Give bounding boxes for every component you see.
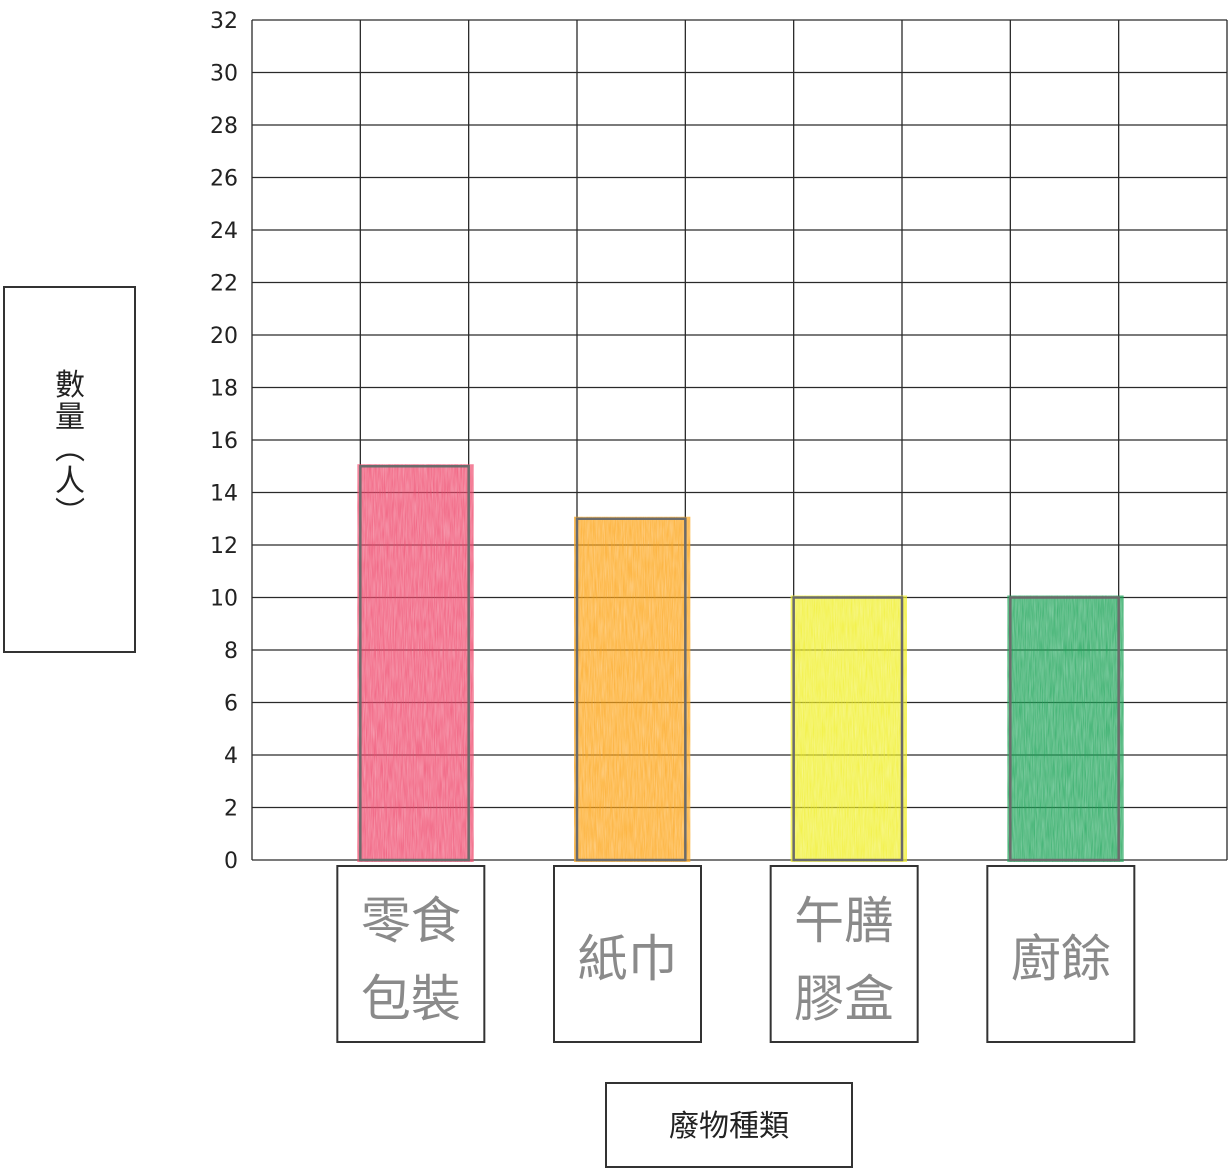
y-tick-label: 28: [210, 114, 238, 139]
y-tick-label: 4: [224, 744, 238, 769]
bar: [574, 516, 691, 862]
category-label: 廚餘: [1011, 930, 1111, 988]
bar-outline: [359, 465, 470, 862]
y-axis-label: 數量︵人︶: [55, 368, 85, 531]
y-tick-label: 22: [210, 272, 238, 297]
y-tick-label: 2: [224, 797, 238, 822]
category-box: [769, 865, 919, 1043]
category-label: 包裝: [361, 970, 461, 1028]
category-label: 膠盒: [794, 970, 894, 1028]
y-tick-label: 10: [210, 587, 238, 612]
category-label: 零食: [361, 892, 461, 950]
y-tick-label: 18: [210, 377, 238, 402]
y-tick-label: 30: [210, 62, 238, 87]
y-tick-label: 0: [224, 849, 238, 874]
category-label: 紙巾: [578, 930, 678, 988]
y-tick-label: 32: [210, 9, 238, 34]
bars: [357, 464, 1124, 862]
bar-outline: [792, 596, 904, 862]
y-tick-label: 20: [210, 324, 238, 349]
y-tick-label: 6: [224, 692, 238, 717]
y-tick-label: 14: [210, 482, 238, 507]
y-tick-label: 12: [210, 534, 238, 559]
y-tick-label: 26: [210, 167, 238, 192]
bar: [790, 595, 907, 862]
category-box: [553, 865, 702, 1043]
y-tick-label: 16: [210, 429, 238, 454]
x-axis-label-box: 廢物種類: [605, 1082, 853, 1168]
bar: [357, 464, 474, 862]
category-box: [336, 865, 486, 1043]
y-axis-label-box: 數量︵人︶: [3, 286, 136, 653]
x-axis-label: 廢物種類: [669, 1109, 789, 1144]
y-tick-label: 8: [224, 639, 238, 664]
category-box: [986, 865, 1136, 1043]
bar-outline: [575, 517, 687, 862]
bar: [1007, 595, 1124, 862]
category-label: 午膳: [794, 892, 894, 950]
y-tick-label: 24: [210, 219, 238, 244]
bar-outline: [1009, 596, 1120, 862]
